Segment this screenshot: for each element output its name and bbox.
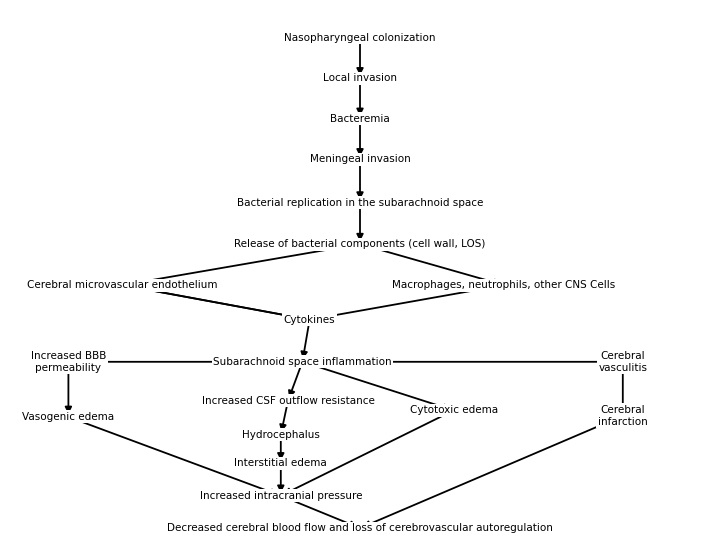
Text: Cerebral
vasculitis: Cerebral vasculitis [598,351,647,373]
Text: Nasopharyngeal colonization: Nasopharyngeal colonization [284,33,436,43]
Text: Bacterial replication in the subarachnoid space: Bacterial replication in the subarachnoi… [237,198,483,207]
Text: Cerebral
infarction: Cerebral infarction [598,405,648,427]
Text: Hydrocephalus: Hydrocephalus [242,430,320,440]
Text: Cytotoxic edema: Cytotoxic edema [410,406,498,415]
Text: Subarachnoid space inflammation: Subarachnoid space inflammation [213,357,392,367]
Text: Cytokines: Cytokines [284,315,336,325]
Text: Increased BBB
permeability: Increased BBB permeability [31,351,106,373]
Text: Increased CSF outflow resistance: Increased CSF outflow resistance [202,396,374,406]
Text: Release of bacterial components (cell wall, LOS): Release of bacterial components (cell wa… [234,239,486,249]
Text: Vasogenic edema: Vasogenic edema [22,412,114,422]
Text: Interstitial edema: Interstitial edema [235,458,327,468]
Text: Macrophages, neutrophils, other CNS Cells: Macrophages, neutrophils, other CNS Cell… [392,280,616,290]
Text: Bacteremia: Bacteremia [330,114,390,124]
Text: Local invasion: Local invasion [323,73,397,83]
Text: Increased intracranial pressure: Increased intracranial pressure [199,491,362,501]
Text: Decreased cerebral blood flow and loss of cerebrovascular autoregulation: Decreased cerebral blood flow and loss o… [167,523,553,533]
Text: Meningeal invasion: Meningeal invasion [310,154,410,164]
Text: Cerebral microvascular endothelium: Cerebral microvascular endothelium [27,280,217,290]
